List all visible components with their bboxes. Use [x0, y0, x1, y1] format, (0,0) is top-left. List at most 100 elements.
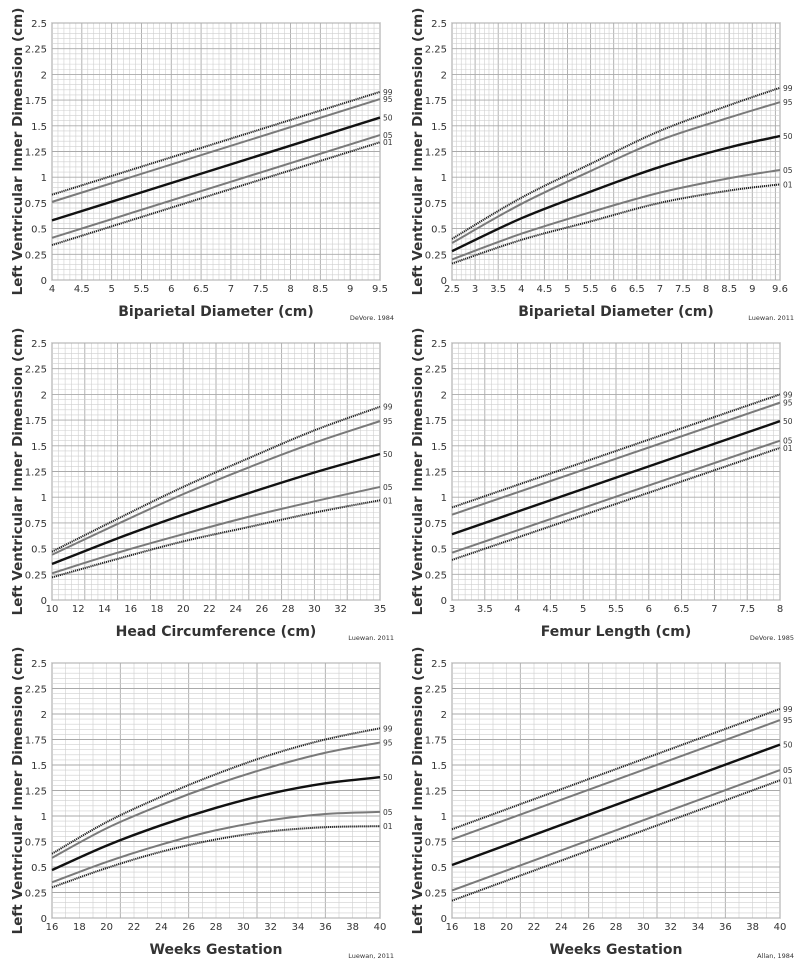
chart-svg: 16 18 20 22 24 26 28 30 32 34 36 38 40 0 0.25 0.5 0.75 1 1…: [10, 647, 394, 960]
percentile-label: 99: [783, 705, 793, 714]
x-tick-label: 24: [229, 604, 242, 615]
x-tick-label: 4.5: [536, 284, 552, 295]
percentile-line-50: [51, 776, 381, 872]
x-tick-label: 28: [282, 604, 295, 615]
x-tick-label: 7.5: [253, 284, 269, 295]
percentile-line-95: [51, 98, 381, 203]
percentile-label: 95: [383, 417, 393, 426]
chart-panel: 16 18 20 22 24 26 28 30 32 34 36 38 40 0 0.25 0.5 0.75 1 1…: [0, 640, 400, 964]
percentile-label: 01: [783, 776, 793, 785]
x-tick-label: 4.5: [74, 284, 90, 295]
y-tick-label: 2.5: [31, 339, 47, 350]
percentile-label: 05: [783, 437, 793, 446]
x-tick-label: 24: [555, 922, 568, 933]
percentile-label: 05: [783, 766, 793, 775]
y-tick-label: 2.5: [31, 19, 47, 30]
percentile-line-05: [451, 169, 781, 261]
percentile-label: 99: [783, 390, 793, 399]
percentile-label: 05: [383, 808, 393, 817]
y-tick-label: 2.5: [31, 659, 47, 670]
y-tick-label: 0.75: [425, 838, 447, 849]
y-tick-label: 1.25: [425, 148, 447, 159]
percentile-line-99: [451, 86, 781, 240]
y-tick-label: 1.25: [25, 787, 47, 798]
y-tick-label: 2.25: [25, 365, 47, 376]
y-tick-label: 2: [41, 390, 47, 401]
y-tick-label: 2.25: [25, 45, 47, 56]
grid-lines: [51, 342, 381, 601]
x-tick-label: 8: [777, 604, 783, 615]
x-tick-label: 3: [472, 284, 478, 295]
x-tick-label: 5.5: [583, 284, 599, 295]
y-tick-label: 0.25: [25, 570, 47, 581]
y-tick-label: 0.75: [25, 199, 47, 210]
x-tick-label: 38: [346, 922, 359, 933]
x-tick-label: 6: [646, 604, 652, 615]
x-axis-label: Weeks Gestation: [150, 942, 283, 958]
x-axis-label: Femur Length (cm): [541, 624, 691, 640]
x-tick-label: 16: [46, 922, 59, 933]
y-axis-label: Left Ventricular Inner Dimension (cm): [10, 647, 26, 935]
x-tick-label: 26: [582, 922, 595, 933]
percentile-label: 99: [783, 84, 793, 93]
y-tick-label: 1.75: [425, 416, 447, 427]
x-tick-label: 4.5: [542, 604, 558, 615]
percentile-label: 95: [783, 98, 793, 107]
percentile-line-01: [451, 183, 781, 265]
x-axis-label: Biparietal Diameter (cm): [118, 304, 314, 320]
x-tick-label: 38: [746, 922, 759, 933]
y-tick-label: 1.25: [425, 468, 447, 479]
x-tick-label: 40: [374, 922, 387, 933]
x-tick-label: 32: [334, 604, 347, 615]
chart-svg: 3 3.5 4 4.5 5 5.5 6 6.5 7 7.5 8 0 0.25 0.5 0.75 1 1.25 1.…: [410, 328, 794, 642]
y-tick-label: 0.75: [425, 519, 447, 530]
x-tick-label: 5: [580, 604, 586, 615]
y-tick-label: 0: [41, 596, 47, 607]
percentile-label: 95: [783, 716, 793, 725]
x-tick-label: 20: [500, 922, 513, 933]
y-tick-label: 0.25: [425, 889, 447, 900]
y-tick-label: 1: [41, 493, 47, 504]
x-tick-label: 24: [155, 922, 168, 933]
percentile-label: 05: [383, 483, 393, 492]
y-tick-label: 1: [441, 173, 447, 184]
x-tick-label: 3.5: [490, 284, 506, 295]
y-tick-label: 0: [441, 276, 447, 287]
y-tick-label: 1.5: [31, 761, 47, 772]
percentile-label: 05: [383, 131, 393, 140]
y-tick-label: 2.25: [425, 685, 447, 696]
percentile-line-01: [451, 779, 781, 902]
source-label: DeVore, 1985: [750, 634, 794, 640]
y-tick-label: 0.5: [31, 863, 47, 874]
chart-panel: 2.5 3 3.5 4 4.5 5 5.5 6 6.5 7 7.5 8 8.5 9 9.6 0 0.25 0.5 0…: [400, 0, 800, 322]
x-tick-label: 34: [292, 922, 305, 933]
x-tick-label: 8.5: [312, 284, 328, 295]
y-tick-label: 0.5: [431, 225, 447, 236]
y-tick-label: 2.5: [431, 19, 447, 30]
percentile-line-95: [451, 101, 781, 244]
percentile-line-95: [451, 401, 781, 516]
y-tick-label: 2.5: [431, 339, 447, 350]
y-tick-label: 1: [41, 812, 47, 823]
percentile-label: 50: [783, 741, 793, 750]
percentile-line-99: [51, 90, 381, 196]
x-tick-label: 32: [664, 922, 677, 933]
percentile-label: 99: [383, 88, 393, 97]
x-tick-label: 5: [108, 284, 114, 295]
percentile-label: 50: [383, 773, 393, 782]
x-tick-label: 32: [264, 922, 277, 933]
percentile-line-05: [51, 485, 381, 575]
y-tick-label: 1.5: [431, 442, 447, 453]
percentile-line-50: [451, 134, 781, 253]
x-axis-label: Biparietal Diameter (cm): [518, 304, 714, 320]
x-tick-label: 30: [308, 604, 321, 615]
x-tick-label: 4: [514, 604, 520, 615]
x-tick-label: 14: [98, 604, 111, 615]
percentile-line-95: [51, 741, 381, 859]
y-tick-label: 1.5: [31, 122, 47, 133]
y-tick-label: 0.75: [25, 519, 47, 530]
source-label: Luewan, 2011: [748, 314, 794, 320]
x-tick-label: 9.5: [372, 284, 388, 295]
percentile-line-05: [451, 439, 781, 554]
y-tick-label: 1.75: [25, 736, 47, 747]
